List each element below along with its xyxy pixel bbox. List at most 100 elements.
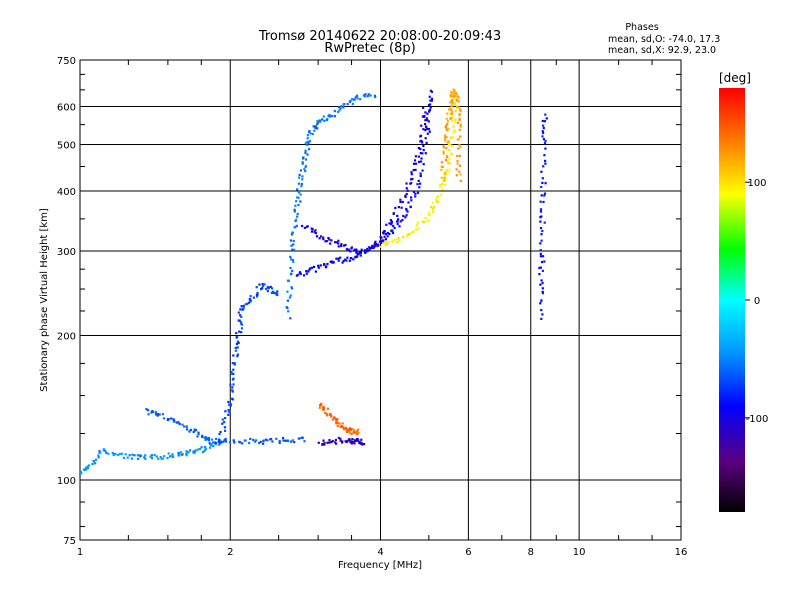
data-point [541,181,544,184]
data-point [321,118,324,121]
data-point [290,286,293,289]
data-point [229,403,233,406]
data-point [107,452,110,455]
data-point [231,390,234,393]
data-point [409,205,412,209]
data-point [114,452,117,456]
data-point [204,436,207,439]
data-point [348,439,351,442]
data-point [401,219,404,222]
data-point [397,237,400,240]
data-point [419,172,422,175]
data-point [325,265,328,268]
data-point [224,410,227,413]
data-point [299,200,302,203]
data-point [543,142,547,145]
data-point [540,215,543,218]
data-point [454,96,457,99]
data-point [235,332,238,335]
data-point [233,441,236,444]
data-point [232,368,235,371]
data-point [426,132,429,135]
data-point [217,440,220,443]
data-point [201,434,204,437]
data-point [439,184,442,187]
data-point [379,245,382,249]
data-point [354,248,358,251]
data-point [427,120,430,123]
data-point [337,110,340,114]
data-point [299,169,302,172]
data-point [233,362,236,365]
data-point [456,154,459,158]
data-point [177,454,180,457]
data-point [248,441,251,445]
data-point [415,224,418,227]
data-point [448,162,451,165]
data-point [239,441,242,444]
data-point [230,370,233,373]
data-point [295,218,298,221]
data-point [317,441,320,444]
data-point [80,470,82,473]
data-point [188,430,191,433]
data-point [140,454,143,457]
data-point [303,168,306,171]
data-point [338,109,341,112]
data-point [363,95,366,98]
data-point [301,162,304,165]
data-point [449,152,452,155]
data-point [322,408,325,411]
data-point [249,437,252,440]
data-point [374,95,377,99]
data-point [286,439,289,442]
data-point [540,233,543,236]
data-point [240,322,243,325]
data-point [323,119,326,122]
data-point [335,420,338,423]
data-point [206,438,209,441]
data-point [459,135,462,138]
data-point [238,440,241,443]
data-point [200,446,203,449]
data-point [334,241,337,244]
data-point [417,155,420,158]
data-point [306,140,309,143]
data-point [435,200,438,203]
data-point [180,453,183,457]
data-point [328,238,331,241]
data-point [392,224,395,228]
data-point [152,410,155,413]
data-point [457,100,460,103]
data-point [446,120,449,123]
data-point [322,439,325,442]
data-point [319,235,323,238]
data-point [306,134,309,137]
data-point [342,244,346,247]
data-point [328,441,331,444]
data-point [452,131,455,134]
data-point [336,425,339,428]
data-point [282,436,285,440]
data-point [455,93,458,96]
data-point [229,383,232,386]
data-point [296,212,299,216]
data-point [458,128,461,131]
data-point [459,108,462,111]
data-point [80,472,83,475]
data-point [441,188,444,191]
data-point [399,220,402,223]
data-point [426,119,429,122]
data-point [269,285,272,288]
data-point [86,465,89,468]
data-point [348,431,351,434]
data-point [246,302,249,305]
data-point [383,242,386,245]
data-point [445,156,449,159]
data-point [310,230,313,233]
data-point [359,254,362,257]
data-point [261,282,264,286]
data-point [541,177,544,180]
data-point [235,342,239,346]
data-point [446,154,449,158]
